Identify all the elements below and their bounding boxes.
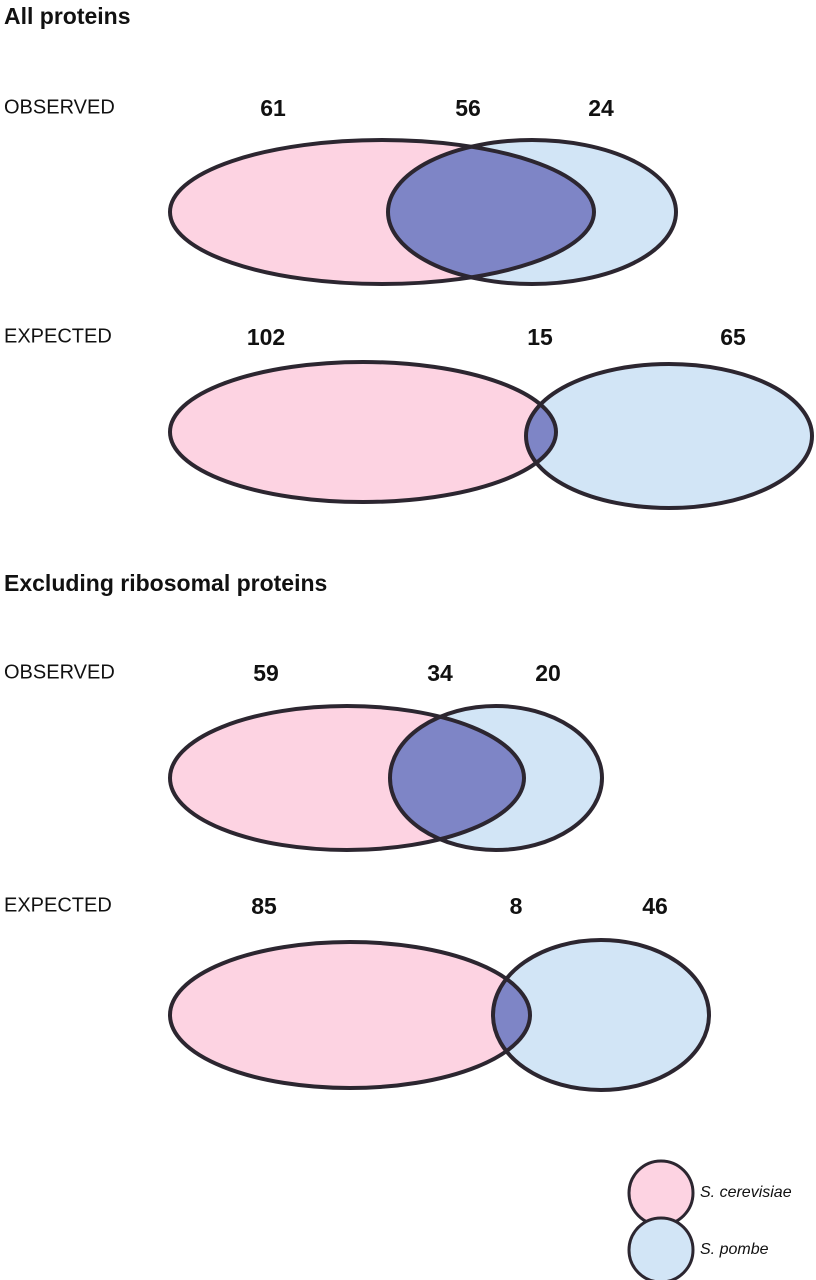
- panel-label: OBSERVED: [4, 96, 115, 118]
- legend-swatch: [627, 1159, 695, 1227]
- set-outline: [168, 940, 532, 1090]
- count-label: 8: [510, 893, 523, 919]
- legend-label: S. cerevisiae: [700, 1184, 792, 1201]
- set-outline: [168, 704, 526, 852]
- set-outline: [386, 138, 678, 286]
- set-outline: [388, 704, 604, 852]
- count-label: 34: [427, 660, 453, 686]
- count-label: 24: [588, 95, 614, 121]
- section-title: All proteins: [4, 3, 131, 29]
- set-ellipse: [526, 364, 812, 508]
- overlap-region: [388, 140, 594, 284]
- set-outline: [168, 360, 558, 504]
- count-label: 102: [247, 324, 285, 350]
- set-outline: [491, 938, 711, 1092]
- count-label: 15: [527, 324, 553, 350]
- set-ellipse: [170, 362, 556, 502]
- set-outline: [168, 138, 596, 286]
- section-title: Excluding ribosomal proteins: [4, 570, 327, 596]
- overlap-region: [390, 706, 524, 850]
- count-label: 85: [251, 893, 277, 919]
- count-label: 65: [720, 324, 746, 350]
- count-label: 20: [535, 660, 561, 686]
- panel-label: EXPECTED: [4, 894, 112, 916]
- set-ellipse: [493, 940, 709, 1090]
- legend-label: S. pombe: [700, 1241, 769, 1258]
- legend-swatch: [627, 1216, 695, 1280]
- panel-label: EXPECTED: [4, 325, 112, 347]
- panel-label: OBSERVED: [4, 661, 115, 683]
- count-label: 59: [253, 660, 279, 686]
- set-outline: [524, 362, 814, 510]
- count-label: 46: [642, 893, 668, 919]
- set-ellipse: [170, 942, 530, 1088]
- count-label: 61: [260, 95, 286, 121]
- count-label: 56: [455, 95, 481, 121]
